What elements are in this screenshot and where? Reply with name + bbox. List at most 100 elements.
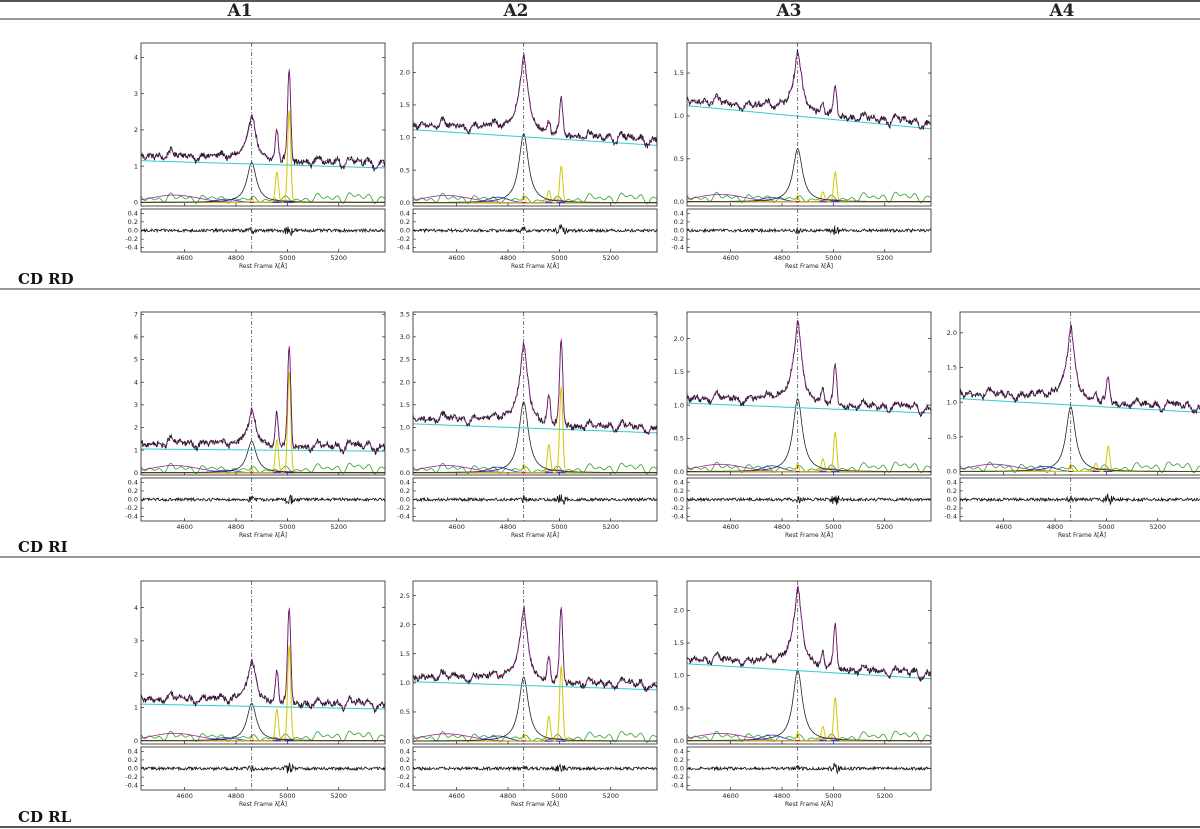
residual-y-tick-label: 0.0 [400,227,410,235]
observed-spectrum [413,606,657,692]
y-tick-label: 7 [134,310,138,318]
residual-y-tick-label: 0.4 [400,209,410,217]
residual-spectrum [960,493,1200,506]
plot-area [960,324,1200,473]
residual-y-tick-label: 0.4 [128,209,138,217]
x-tick-label: 5000 [279,254,296,262]
residual-y-tick-label: -0.4 [125,244,138,252]
y-tick-label: 1.0 [400,424,410,432]
residual-y-tick-label: 0.0 [128,496,138,504]
y-tick-label: 1.5 [674,368,684,376]
blue-component [413,196,657,204]
x-tick-label: 4800 [774,254,791,262]
residual-y-tick-label: 0.4 [674,747,684,755]
residual-y-tick-label: -0.2 [671,773,684,781]
broad-hbeta-component [687,148,931,202]
column-header-a4: A4 [1048,1,1074,21]
y-tick-label: 0.0 [674,468,684,476]
extra-component [141,732,385,742]
residual-y-tick-label: -0.2 [671,235,684,243]
residual-y-tick-label: -0.2 [397,773,410,781]
observed-spectrum [960,324,1200,415]
blue-component [687,465,931,473]
y-tick-label: 1 [134,704,138,712]
model-fit [960,327,1200,414]
x-tick-label: 4800 [228,792,245,800]
main-axes-frame [412,42,658,207]
residual-y-tick-label: 0.2 [674,487,684,495]
x-tick-label: 4600 [722,792,739,800]
x-axis-label: Rest Frame λ[Å] [785,263,833,270]
y-tick-label: 1.0 [947,398,957,406]
narrow-lines-component [413,165,657,204]
broad-hbeta-component [687,398,931,472]
residual-spectrum [141,762,385,774]
x-tick-label: 4600 [722,523,739,531]
blue-component [413,466,657,474]
x-tick-label: 4800 [228,523,245,531]
narrow-lines-component [687,432,931,473]
x-tick-label: 4800 [774,523,791,531]
x-axis-label: Rest Frame λ[Å] [785,801,833,808]
panel-cd-ri-a1: 0 1 2 3 4 5 6 7 0.40.20.0-0.2-0.4 4600 4800 5000 520… [125,310,386,539]
y-tick-label: 4 [134,604,138,612]
model-fit [687,586,931,680]
main-axes-frame [140,311,386,476]
y-tick-label: 1.5 [674,69,684,77]
residual-spectrum [687,762,931,775]
model-fit [413,54,657,147]
model-fit [141,345,385,453]
residual-y-tick-label: -0.4 [671,513,684,521]
residual-y-tick-label: 0.2 [128,218,138,226]
model-fit [413,338,657,434]
y-tick-label: 0.5 [400,166,410,174]
extra-component [141,194,385,203]
residual-area [687,495,931,505]
model-fit [687,320,931,414]
plot-area [413,606,657,743]
x-tick-label: 4600 [176,523,193,531]
residual-area [141,226,385,237]
broad-hbeta-component [960,406,1200,472]
broad-hbeta-component [141,440,385,474]
main-axes-frame [412,311,658,476]
y-tick-label: 2.0 [400,378,410,386]
broad-hbeta-component [141,702,385,741]
x-tick-label: 4600 [176,254,193,262]
x-axis-label: Rest Frame λ[Å] [511,532,559,539]
x-tick-label: 4600 [995,523,1012,531]
continuum-component [413,681,657,691]
y-tick-label: 1.0 [674,672,684,680]
continuum-component [141,703,385,710]
residual-area [413,494,657,505]
extra-component [687,463,931,473]
y-tick-label: 2.0 [674,335,684,343]
y-tick-label: 5 [134,356,138,364]
column-header-a3: A3 [775,1,801,21]
residual-area [687,762,931,775]
narrow-lines-component [141,645,385,742]
x-tick-label: 4600 [448,792,465,800]
y-tick-label: 0.0 [400,469,410,477]
x-tick-label: 4800 [500,792,517,800]
residual-y-tick-label: 0.0 [128,765,138,773]
x-tick-label: 4800 [500,523,517,531]
x-tick-label: 4600 [176,792,193,800]
main-axes-frame [959,311,1200,476]
panel-cd-ri-a2: 0.00.51.01.52.02.53.03.50.40.20.0-0.2-0.… [397,310,658,539]
y-tick-label: 2.0 [947,329,957,337]
x-tick-label: 5000 [551,792,568,800]
x-tick-label: 4600 [448,254,465,262]
y-tick-label: 2.0 [400,69,410,77]
broad-hbeta-component [687,669,931,741]
y-tick-label: 1.5 [947,364,957,372]
residual-y-tick-label: -0.4 [125,513,138,521]
y-tick-label: 4 [134,54,138,62]
y-tick-label: 1.0 [400,134,410,142]
row-label-cd-rd: CD RD [18,270,74,288]
residual-y-tick-label: -0.4 [671,782,684,790]
